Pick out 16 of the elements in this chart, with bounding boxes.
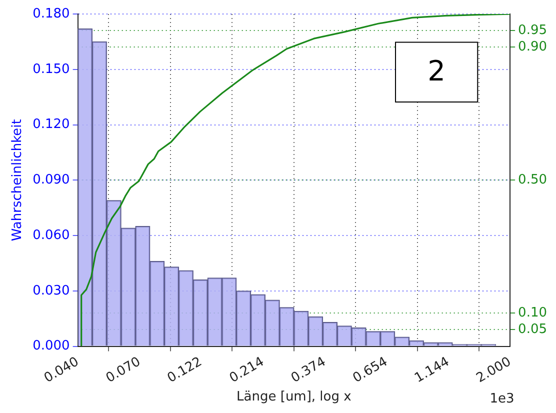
y-tick-label: 0.180: [32, 6, 70, 22]
x-axis-title: Länge [um], log x: [236, 390, 352, 405]
y-tick-label: 0.000: [32, 338, 70, 354]
y-tick-label: 0.060: [32, 228, 70, 243]
y2-tick-label: 0.90: [518, 40, 548, 55]
text: 1e3: [490, 391, 514, 406]
y-tick-label: 0.120: [32, 117, 70, 132]
y2-tick-label: 0.95: [518, 22, 548, 38]
y2-tick-label: 0.50: [518, 172, 548, 188]
y2-tick-label: 0.10: [518, 305, 548, 320]
y-tick-label: 0.150: [32, 62, 70, 77]
y2-tick-label: 0.05: [518, 322, 548, 338]
y-tick-label: 0.030: [32, 283, 70, 298]
y-axis-title: Wahrscheinlichkeit: [10, 119, 26, 242]
y-tick-label: 0.090: [32, 172, 70, 188]
annotation: 2: [428, 54, 446, 88]
